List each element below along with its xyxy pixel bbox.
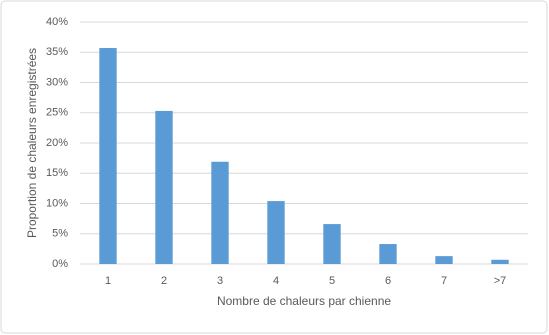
x-tick-label: >7 [494,275,507,287]
x-tick-label: 3 [217,275,223,287]
y-tick-label: 35% [46,46,68,58]
y-tick-label: 20% [46,137,68,149]
y-tick-label: 10% [46,197,68,209]
bar [323,224,341,264]
y-tick-label: 30% [46,76,68,88]
bar [99,48,117,264]
x-tick-label: 4 [273,275,279,287]
y-tick-label: 40% [46,16,68,28]
bar [155,110,173,264]
bar [211,161,229,264]
bar [267,201,285,264]
x-axis-title: Nombre de chaleurs par chienne [217,294,391,308]
x-tick-label: 7 [441,275,447,287]
x-tick-label: 6 [385,275,391,287]
bar [491,259,509,264]
x-tick-label: 1 [105,275,111,287]
bar [435,256,453,264]
x-tick-label: 2 [161,275,167,287]
y-tick-label: 5% [52,228,68,240]
y-tick-label: 0% [52,258,68,270]
y-tick-label: 25% [46,107,68,119]
x-tick-label: 5 [329,275,335,287]
y-axis-title: Proportion de chaleurs enregistrées [25,48,39,238]
y-tick-label: 15% [46,167,68,179]
bar [379,244,397,264]
